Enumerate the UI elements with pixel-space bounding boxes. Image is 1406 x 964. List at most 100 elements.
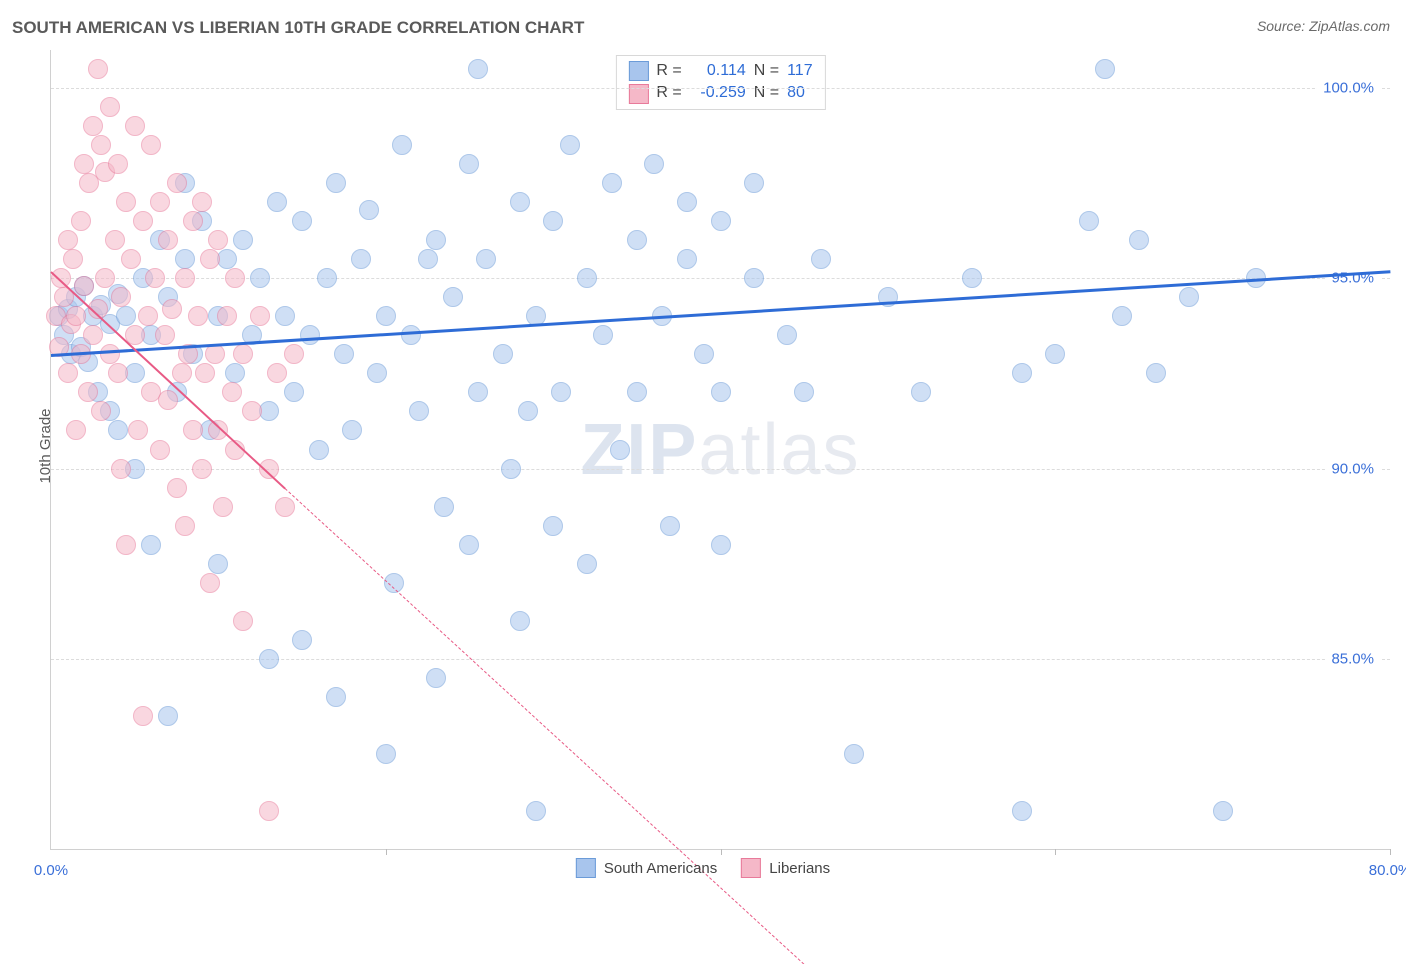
data-point [711, 535, 731, 555]
data-point [1012, 363, 1032, 383]
data-point [192, 459, 212, 479]
data-point [111, 287, 131, 307]
data-point [342, 420, 362, 440]
data-point [88, 59, 108, 79]
r-value-1: 0.114 [690, 60, 746, 82]
data-point [250, 268, 270, 288]
data-point [192, 192, 212, 212]
r-value-2: -0.259 [690, 82, 746, 104]
data-point [326, 687, 346, 707]
data-point [63, 249, 83, 269]
data-point [510, 611, 530, 631]
data-point [359, 200, 379, 220]
swatch-south-americans [628, 61, 648, 81]
data-point [125, 116, 145, 136]
data-point [602, 173, 622, 193]
data-point [208, 554, 228, 574]
data-point [1146, 363, 1166, 383]
data-point [711, 211, 731, 231]
stats-legend: R = 0.114 N = 117 R = -0.259 N = 80 [615, 55, 825, 110]
xtick-mark [721, 849, 722, 855]
data-point [493, 344, 513, 364]
data-point [233, 344, 253, 364]
data-point [108, 363, 128, 383]
data-point [121, 249, 141, 269]
data-point [267, 192, 287, 212]
r-label: R = [656, 60, 681, 82]
data-point [155, 325, 175, 345]
data-point [1213, 801, 1233, 821]
data-point [744, 268, 764, 288]
data-point [138, 306, 158, 326]
data-point [844, 744, 864, 764]
data-point [543, 516, 563, 536]
data-point [694, 344, 714, 364]
data-point [401, 325, 421, 345]
data-point [150, 440, 170, 460]
data-point [777, 325, 797, 345]
data-point [74, 154, 94, 174]
data-point [418, 249, 438, 269]
data-point [468, 59, 488, 79]
data-point [108, 420, 128, 440]
data-point [188, 306, 208, 326]
data-point [518, 401, 538, 421]
data-point [627, 230, 647, 250]
data-point [217, 306, 237, 326]
watermark-atlas: atlas [698, 410, 860, 490]
data-point [225, 268, 245, 288]
data-point [111, 459, 131, 479]
ytick-label: 85.0% [1325, 650, 1380, 667]
series-legend: South Americans Liberians [576, 858, 830, 878]
data-point [309, 440, 329, 460]
data-point [175, 516, 195, 536]
data-point [911, 382, 931, 402]
data-point [610, 440, 630, 460]
r-label: R = [656, 82, 681, 104]
data-point [426, 230, 446, 250]
chart-title: SOUTH AMERICAN VS LIBERIAN 10TH GRADE CO… [12, 18, 584, 38]
data-point [292, 211, 312, 231]
data-point [1012, 801, 1032, 821]
data-point [284, 382, 304, 402]
data-point [1095, 59, 1115, 79]
xtick-label: 0.0% [34, 862, 68, 879]
data-point [58, 230, 78, 250]
data-point [158, 706, 178, 726]
data-point [233, 611, 253, 631]
data-point [409, 401, 429, 421]
data-point [501, 459, 521, 479]
gridline-h [51, 659, 1390, 660]
data-point [459, 154, 479, 174]
n-value-2: 80 [787, 82, 805, 104]
data-point [141, 535, 161, 555]
ytick-label: 90.0% [1325, 460, 1380, 477]
data-point [100, 97, 120, 117]
data-point [510, 192, 530, 212]
data-point [167, 478, 187, 498]
data-point [250, 306, 270, 326]
data-point [66, 420, 86, 440]
data-point [443, 287, 463, 307]
data-point [208, 230, 228, 250]
data-point [292, 630, 312, 650]
data-point [459, 535, 479, 555]
ytick-label: 100.0% [1317, 80, 1380, 97]
data-point [677, 249, 697, 269]
data-point [711, 382, 731, 402]
data-point [259, 801, 279, 821]
data-point [660, 516, 680, 536]
data-point [392, 135, 412, 155]
data-point [367, 363, 387, 383]
data-point [1045, 344, 1065, 364]
n-value-1: 117 [787, 60, 813, 82]
data-point [794, 382, 814, 402]
data-point [317, 268, 337, 288]
data-point [145, 268, 165, 288]
data-point [128, 420, 148, 440]
data-point [51, 268, 71, 288]
legend-label: South Americans [604, 860, 717, 877]
data-point [167, 173, 187, 193]
data-point [468, 382, 488, 402]
data-point [105, 230, 125, 250]
